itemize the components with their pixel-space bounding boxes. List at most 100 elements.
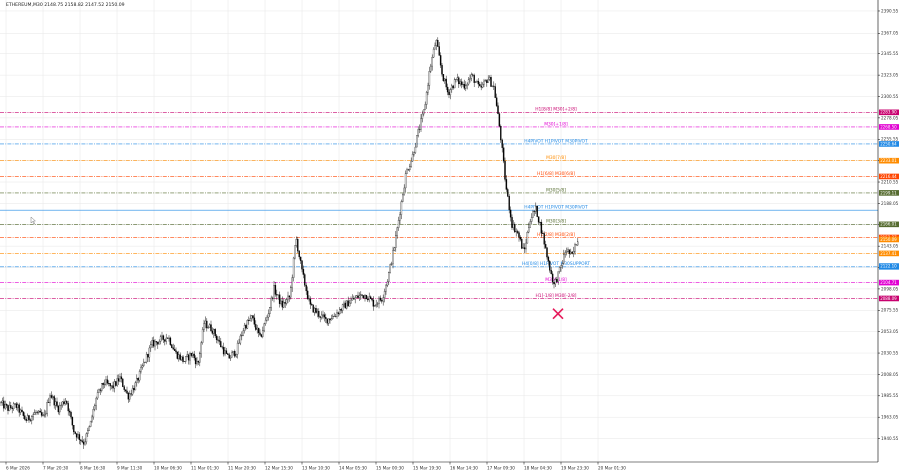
candle (206, 318, 208, 332)
candle (421, 110, 424, 123)
level-badge-label: 2283.90 (880, 110, 897, 115)
candle (255, 320, 257, 331)
price-tick-label: 2075.55 (881, 308, 899, 313)
candle (89, 420, 92, 428)
candle (390, 261, 393, 266)
candle (481, 82, 484, 89)
candle (256, 324, 258, 334)
candle (159, 334, 162, 345)
candle (152, 336, 155, 348)
candle (294, 245, 296, 260)
candle (491, 85, 494, 88)
candle (133, 385, 135, 393)
candle (59, 402, 61, 416)
candle (424, 101, 426, 111)
candle (353, 295, 355, 300)
level-label: H4PIVOT H1PIVOT M30PIVOT (524, 205, 588, 211)
candle (15, 401, 18, 411)
level-label: M30[7/8] (546, 155, 566, 161)
candle (577, 238, 579, 246)
candle (87, 427, 89, 437)
price-tick-label: 2300.55 (881, 94, 899, 99)
candle (199, 351, 201, 367)
candle (354, 295, 356, 304)
candle (542, 230, 544, 234)
candle (469, 74, 471, 83)
level-badge-label: 2199.11 (880, 190, 897, 195)
candle (523, 243, 526, 254)
time-tick-label: 8 Mar 16:30 (80, 466, 106, 471)
candle (546, 247, 548, 260)
candle (432, 47, 435, 59)
candle (124, 389, 127, 393)
candle (267, 309, 270, 321)
time-tick-label: 20 Mar 01:30 (598, 466, 626, 471)
price-tick-label: 2098.05 (881, 286, 899, 291)
candle (519, 235, 522, 242)
level-badge: 2233.01 (879, 157, 899, 164)
candle (123, 385, 125, 392)
candle (64, 398, 67, 406)
level-label: H4PIVOT H1PIVOT M30PIVOT (524, 138, 588, 144)
candle (470, 72, 473, 82)
candle (96, 389, 99, 400)
candle (446, 83, 449, 96)
candle (103, 379, 106, 389)
candle (449, 87, 452, 100)
candle (393, 246, 396, 252)
price-tick-label: 2143.05 (881, 244, 899, 249)
candle (35, 409, 37, 416)
candle (197, 360, 200, 365)
candle (460, 78, 463, 89)
candle (493, 81, 495, 90)
candle (101, 383, 103, 393)
time-tick-label: 11 Mar 01:30 (191, 466, 219, 471)
candle (549, 260, 551, 273)
candle (192, 351, 194, 358)
candle (477, 78, 480, 89)
candle (337, 311, 340, 317)
candle (295, 236, 298, 248)
candle (427, 82, 429, 96)
candle (250, 315, 253, 322)
candle (445, 75, 447, 90)
candle (395, 231, 397, 252)
candle (494, 83, 496, 99)
candle (547, 255, 550, 266)
candle (73, 425, 75, 435)
time-tick-label: 19 Mar 23:30 (561, 466, 589, 471)
candle (99, 387, 102, 395)
candle (171, 343, 173, 349)
candle (316, 308, 319, 318)
candle (116, 374, 118, 387)
candle (278, 291, 281, 308)
price-tick-label: 1985.55 (881, 393, 899, 398)
candle (165, 333, 167, 345)
candle (31, 415, 33, 425)
candle (117, 374, 120, 385)
candle (1, 397, 4, 406)
candle (403, 184, 405, 196)
candle (299, 256, 302, 264)
candle (326, 318, 328, 326)
level-label: M30[5/8] (546, 187, 566, 193)
candle (182, 354, 184, 364)
candle (476, 79, 478, 83)
candle (5, 403, 8, 409)
candle (418, 124, 421, 134)
candle (451, 83, 453, 93)
price-tick-label: 2210.55 (881, 179, 899, 184)
candle (169, 336, 172, 347)
candle (298, 250, 300, 260)
candle (466, 82, 468, 90)
candle (130, 389, 132, 397)
candle (39, 408, 41, 413)
candle (67, 400, 69, 416)
candle (207, 325, 209, 329)
candle (311, 302, 313, 306)
candle (425, 90, 428, 109)
candle (404, 170, 407, 193)
candle (4, 400, 6, 410)
candle (500, 124, 502, 143)
